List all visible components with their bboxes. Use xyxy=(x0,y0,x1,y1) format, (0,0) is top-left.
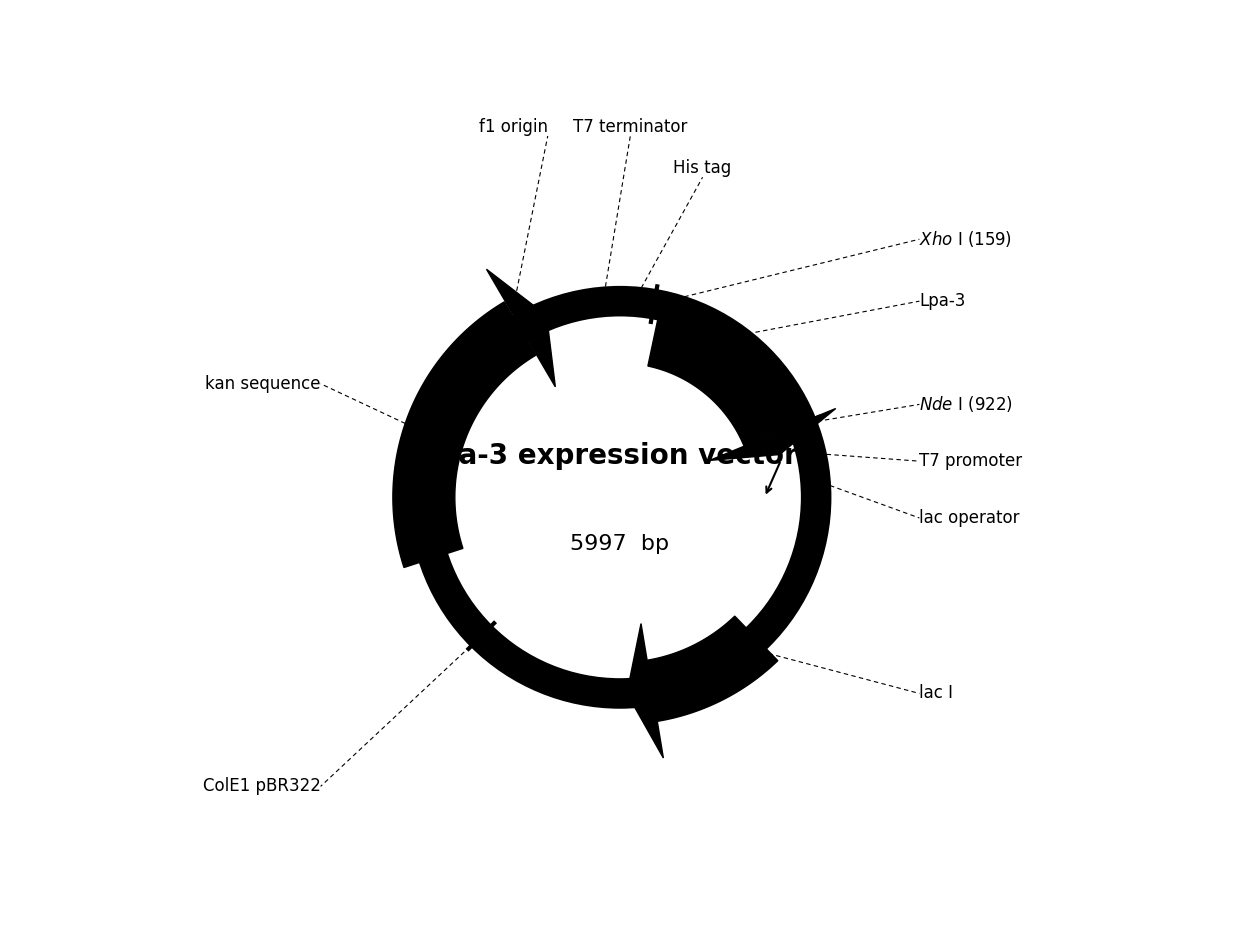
Text: His tag: His tag xyxy=(673,159,732,177)
Text: T7 promoter: T7 promoter xyxy=(919,453,1023,471)
Text: f1 origin: f1 origin xyxy=(479,118,548,136)
Polygon shape xyxy=(486,269,556,387)
Text: $\it{Xho}$ I (159): $\it{Xho}$ I (159) xyxy=(919,229,1012,249)
Text: lac operator: lac operator xyxy=(919,509,1019,527)
Polygon shape xyxy=(393,302,536,568)
Text: Lpa-3 expression vector: Lpa-3 expression vector xyxy=(422,442,799,470)
Text: Lpa-3: Lpa-3 xyxy=(919,292,966,310)
Text: 5997  bp: 5997 bp xyxy=(570,534,670,554)
Polygon shape xyxy=(709,408,836,460)
Polygon shape xyxy=(647,616,777,721)
Text: T7 terminator: T7 terminator xyxy=(573,118,687,136)
Text: lac I: lac I xyxy=(919,685,954,703)
Polygon shape xyxy=(627,623,663,758)
Text: $\it{Nde}$ I (922): $\it{Nde}$ I (922) xyxy=(919,394,1013,414)
Text: kan sequence: kan sequence xyxy=(205,374,321,392)
Text: ColE1 pBR322: ColE1 pBR322 xyxy=(203,777,321,795)
Polygon shape xyxy=(649,306,801,446)
